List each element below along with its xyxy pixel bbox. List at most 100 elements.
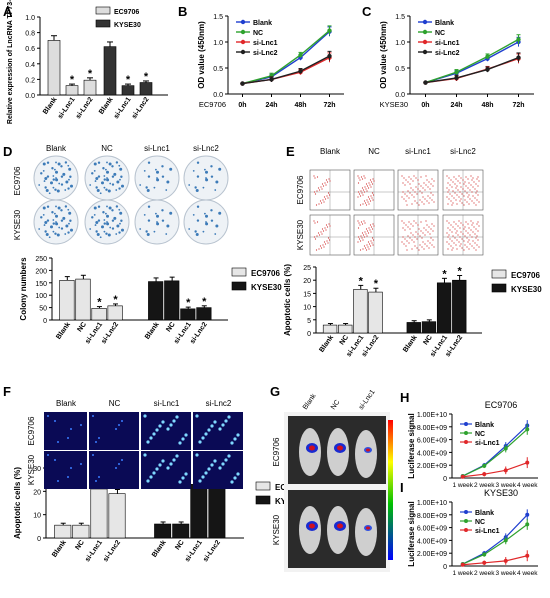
colony-dot	[69, 184, 73, 188]
flow-event	[404, 229, 406, 231]
colony-dot	[68, 167, 72, 171]
flow-event	[317, 232, 320, 234]
panelD-column-label: si-Lnc2	[193, 144, 219, 153]
flow-event	[476, 244, 478, 246]
luminescence-core	[366, 526, 370, 530]
flow-event	[469, 189, 471, 191]
fluorescent-cell	[115, 428, 117, 430]
colony-dot	[147, 175, 151, 178]
flow-event	[452, 226, 454, 228]
panelH-legend-marker	[464, 431, 468, 435]
colony-dot	[106, 170, 110, 174]
flow-event	[315, 204, 318, 206]
panelE-star: *	[359, 275, 364, 287]
flow-event	[368, 227, 370, 229]
flow-event	[433, 246, 435, 248]
fluorescent-cell	[152, 471, 156, 475]
panelE-column-label: si-Lnc2	[450, 147, 476, 156]
panelI-title: KYSE30	[484, 488, 518, 498]
flow-event	[470, 229, 472, 231]
panelE-legend-swatch-ec9706	[491, 269, 507, 279]
colony-dot	[69, 175, 72, 178]
panelF-bar	[190, 484, 208, 539]
flow-event	[425, 175, 427, 177]
panelH-point	[525, 460, 530, 465]
colony-dot	[113, 172, 117, 176]
flow-event	[433, 180, 435, 182]
flow-event	[368, 243, 371, 245]
colony-dot	[195, 189, 199, 193]
panelE-x-label: NC	[339, 334, 351, 346]
panelB-legend-marker	[240, 49, 246, 55]
flow-event	[366, 235, 368, 237]
colony-dot	[204, 168, 206, 171]
flow-event	[314, 193, 317, 195]
fluorescent-cell	[198, 440, 202, 444]
fluorescent-cell	[175, 454, 179, 458]
flow-event	[429, 197, 431, 199]
panelI-point	[525, 512, 530, 517]
fluorescent-cell	[161, 459, 165, 463]
colony-dot	[55, 214, 59, 218]
panelF-bar	[154, 523, 172, 539]
flow-event	[467, 187, 469, 189]
flow-event	[313, 220, 315, 222]
flow-event	[471, 236, 473, 238]
flow-event	[475, 183, 477, 185]
panelA-bar	[103, 46, 117, 96]
flow-event	[468, 248, 470, 250]
colony-dot	[95, 186, 98, 189]
fluorescent-cell	[204, 432, 208, 436]
flow-event	[430, 237, 432, 239]
luminescence-core	[337, 523, 343, 529]
flow-event	[477, 185, 479, 187]
flow-event	[473, 226, 475, 228]
fluorescent-cell	[57, 441, 59, 443]
colony-dot	[166, 180, 170, 184]
colony-dot	[111, 175, 115, 178]
colony-dot	[106, 214, 110, 218]
panelC-y-tick-label: 0.0	[395, 92, 405, 99]
flow-event	[460, 222, 462, 224]
flow-event	[448, 243, 450, 245]
colony-dot	[55, 178, 59, 182]
panelD-bar	[148, 281, 164, 321]
colony-dot	[52, 175, 55, 177]
colony-dot	[44, 220, 48, 224]
colony-dot	[111, 227, 115, 230]
panelB-y-tick-label: 0.0	[213, 92, 223, 99]
panelI-legend-marker	[464, 510, 468, 514]
panelD-star: *	[97, 297, 102, 309]
fluorescent-cell	[210, 424, 214, 428]
panelF-row-label: EC9706	[27, 416, 36, 445]
colony-dot	[44, 176, 48, 180]
flow-event	[370, 226, 373, 228]
colony-dot	[54, 188, 57, 191]
colony-dot	[38, 228, 41, 230]
flow-event	[429, 242, 431, 244]
flow-event	[451, 231, 453, 233]
flow-event	[357, 227, 360, 229]
panelI-point	[525, 522, 530, 527]
panelE-legend-label-ec9706: EC9706	[511, 271, 540, 280]
colony-dot	[64, 233, 67, 235]
flow-event	[401, 196, 403, 198]
fluorescent-cell	[195, 453, 199, 457]
flow-event	[316, 176, 319, 178]
flow-event	[406, 195, 408, 197]
flow-event	[416, 247, 418, 249]
panelE-y-tick-label: 20	[303, 278, 311, 285]
panelI-point	[482, 552, 487, 557]
flow-event	[426, 179, 428, 181]
flow-event	[456, 248, 458, 250]
flow-event	[417, 188, 419, 190]
flow-event	[457, 189, 459, 191]
flow-event	[373, 225, 375, 227]
flow-event	[463, 183, 465, 185]
flow-event	[364, 222, 366, 224]
flow-event	[357, 191, 360, 193]
flow-event	[360, 176, 363, 178]
flow-event	[402, 236, 404, 238]
colony-dot	[105, 232, 108, 235]
mouse-body	[355, 430, 377, 478]
